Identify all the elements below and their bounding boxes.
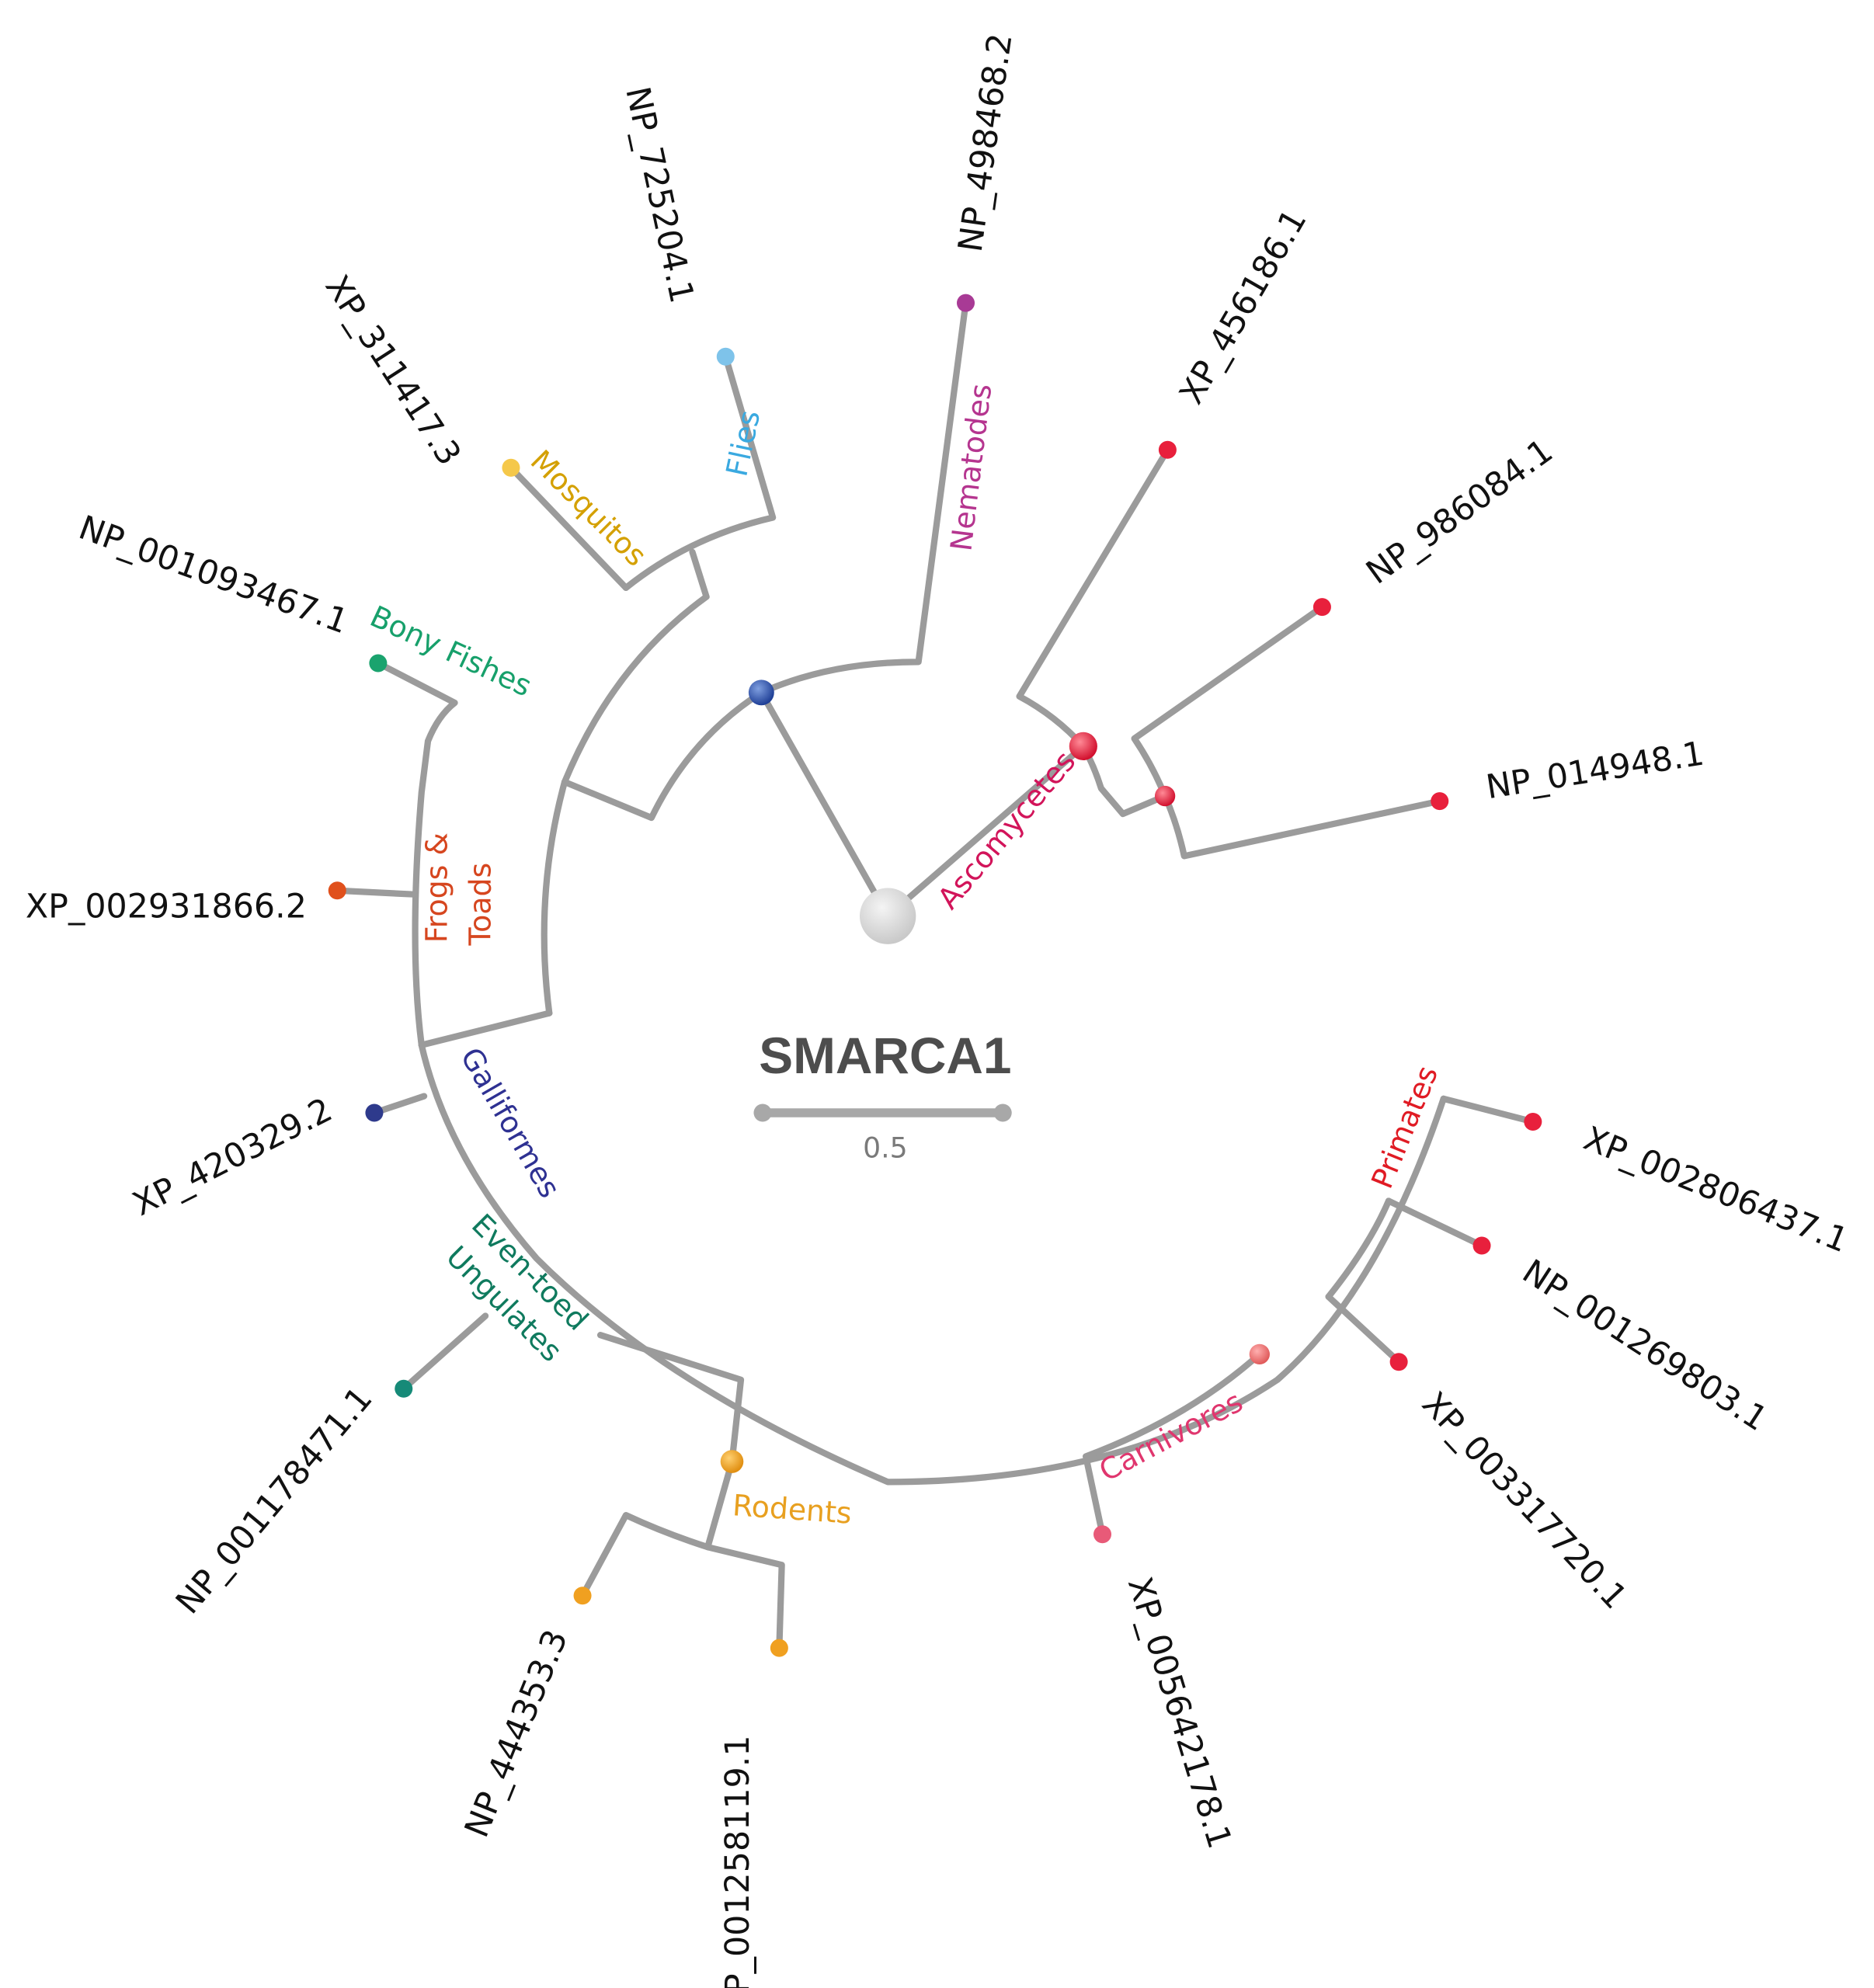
carnivores-node bbox=[1249, 1343, 1270, 1365]
branch-inner-np986084 bbox=[1131, 603, 1326, 800]
ascomycetes-node bbox=[1069, 732, 1097, 760]
tree-title: SMARCA1 bbox=[759, 1027, 1011, 1084]
branch-vertebrates-arc bbox=[541, 778, 568, 1017]
leaf-node-xp456186 bbox=[1158, 440, 1177, 459]
clade-label-bony-fishes: Bony Fishes bbox=[365, 599, 537, 703]
leaf-label: NP_001269803.1 bbox=[1515, 1252, 1774, 1439]
scale-bar-value: 0.5 bbox=[863, 1131, 908, 1165]
branch-root-ascomycetes bbox=[885, 742, 1087, 919]
rodents-node bbox=[720, 1450, 744, 1473]
branch-rodents-np444353 bbox=[579, 1511, 711, 1599]
leaf-node-np986084 bbox=[1312, 598, 1331, 617]
branch-rodents-connector bbox=[596, 1332, 745, 1465]
branch-metazoa-arc-nematodes bbox=[758, 300, 969, 696]
branch-arthropods-arc bbox=[622, 353, 777, 592]
leaf-label: NP_725204.1 bbox=[617, 83, 701, 306]
leaf-node-xp311417 bbox=[502, 458, 520, 477]
branch-amniotes-arc bbox=[418, 1041, 1447, 1486]
leaf-node-np001093467 bbox=[369, 654, 388, 673]
leaf-labels: NP_498468.2 XP_456186.1 NP_986084.1 NP_0… bbox=[26, 31, 1854, 1988]
leaf-node-xp005642178 bbox=[1093, 1525, 1112, 1544]
leaf-node-xp002806437 bbox=[1524, 1112, 1542, 1131]
branch-primates-arc bbox=[1325, 1197, 1392, 1300]
branch-ascomycetes-xp456186 bbox=[1016, 447, 1171, 750]
clade-label-frogs-line2: Toads bbox=[464, 863, 498, 947]
leaf-node-np725204 bbox=[716, 347, 735, 366]
leaf-label: NP_444353.3 bbox=[457, 1625, 575, 1843]
leaf-label: XP_311417.3 bbox=[318, 269, 469, 472]
branch-fish-frog-arc bbox=[374, 659, 458, 1048]
leaf-label: XP_005642178.1 bbox=[1120, 1573, 1239, 1853]
leaf-label: NP_014948.1 bbox=[1483, 735, 1706, 808]
leaf-node-np001269803 bbox=[1472, 1236, 1491, 1255]
leaf-label: NP_001093467.1 bbox=[74, 508, 353, 641]
leaf-node-np001178471 bbox=[395, 1379, 413, 1398]
ascomycetes-inner-node bbox=[1154, 785, 1176, 807]
leaf-node-np498468 bbox=[956, 294, 975, 312]
branch-metazoa-arc-bilateria bbox=[561, 689, 765, 822]
clade-label-rodents: Rodents bbox=[732, 1488, 853, 1531]
branch-root-metazoa bbox=[758, 689, 892, 919]
branch-primates-mid bbox=[1385, 1197, 1486, 1249]
leaf-label: NP_001258119.1 bbox=[718, 1735, 757, 1988]
clade-labels: Nematodes Ascomycetes Primates Carnivore… bbox=[365, 382, 1445, 1531]
leaf-label: XP_002931866.2 bbox=[26, 887, 307, 926]
leaf-label: NP_498468.2 bbox=[951, 31, 1020, 254]
leaf-node-np014948 bbox=[1431, 792, 1449, 811]
leaf-label: XP_003317720.1 bbox=[1414, 1385, 1634, 1617]
branch-vertebrates-connector bbox=[418, 1010, 553, 1048]
branch-ascomycetes-inner bbox=[1080, 742, 1169, 818]
clade-label-carnivores: Carnivores bbox=[1093, 1385, 1248, 1489]
leaf-node-xp002931866 bbox=[328, 881, 346, 900]
leaf-label: NP_986084.1 bbox=[1359, 432, 1559, 593]
branch-primates-upper bbox=[1440, 1095, 1536, 1125]
leaf-label: XP_002806437.1 bbox=[1578, 1119, 1853, 1260]
leaf-label: XP_420329.2 bbox=[127, 1090, 339, 1224]
leaf-node-np001258119 bbox=[770, 1639, 788, 1657]
tree-nodes bbox=[328, 294, 1542, 1657]
branch-mosquito bbox=[507, 464, 630, 592]
metazoa-node bbox=[748, 679, 774, 706]
branch-inner-np014948 bbox=[1161, 792, 1443, 860]
scale-bar: 0.5 bbox=[753, 1103, 1012, 1165]
leaf-node-np444353 bbox=[573, 1587, 592, 1605]
tree-branches bbox=[334, 300, 1536, 1652]
clade-label-frogs-line1: Frogs & bbox=[420, 832, 454, 943]
clade-label-ascomycetes: Ascomycetes bbox=[931, 745, 1083, 916]
leaf-node-xp003317720 bbox=[1389, 1353, 1408, 1371]
leaf-label: NP_001178471.1 bbox=[169, 1380, 381, 1622]
clade-label-galliformes: Galliformes bbox=[454, 1041, 567, 1203]
branch-rodents-lower bbox=[704, 1458, 785, 1652]
leaf-node-xp420329 bbox=[365, 1103, 384, 1122]
branch-arthropods-connector bbox=[561, 548, 710, 786]
leaf-label: XP_456186.1 bbox=[1172, 203, 1315, 411]
branch-frogs bbox=[334, 887, 418, 898]
branch-ungulates bbox=[400, 1312, 489, 1392]
branch-carnivores bbox=[1083, 1350, 1263, 1538]
branch-primates-lower bbox=[1325, 1293, 1403, 1365]
root-node bbox=[859, 888, 916, 944]
